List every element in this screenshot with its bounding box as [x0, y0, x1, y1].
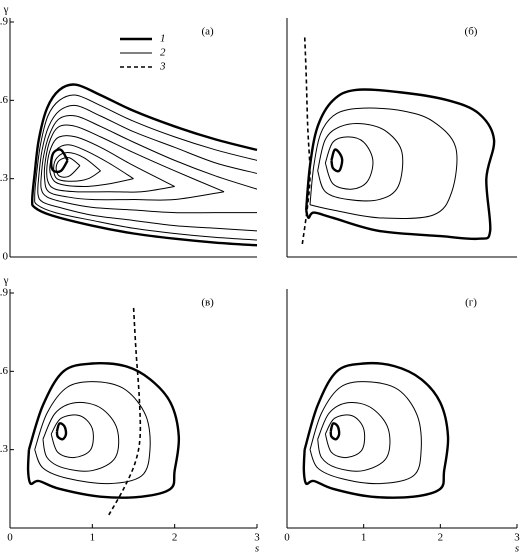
panel-label: (а) [201, 26, 214, 38]
contour-line [55, 157, 81, 178]
contour-line [301, 35, 311, 245]
contour-line [37, 104, 258, 232]
contour-line [43, 124, 225, 201]
contour-line [309, 107, 458, 220]
contour-line [317, 401, 391, 472]
x-tick-label: 2 [172, 532, 178, 544]
x-tick-label: 1 [361, 532, 367, 544]
contour-line [50, 414, 94, 459]
legend-label: 2 [160, 47, 166, 59]
x-tick-label: 0 [284, 532, 290, 544]
contour-line [324, 414, 366, 459]
x-axis-label: s [515, 543, 519, 554]
panel-label: (г) [465, 297, 477, 309]
contour-line [42, 401, 120, 472]
contour-line [30, 83, 258, 247]
contour-line [317, 123, 404, 202]
contour-line [324, 136, 374, 190]
y-tick-label: 0.9 [0, 16, 9, 28]
y-tick-label: 0.3 [0, 172, 9, 184]
contour-line [53, 152, 101, 182]
y-tick-label: 0.3 [0, 443, 9, 455]
y-tick-label: 0.9 [0, 287, 9, 299]
contour-line [330, 148, 344, 173]
contour-line [34, 94, 258, 241]
contour-line [40, 114, 258, 214]
contour-line [34, 381, 151, 485]
y-axis-label: γ [3, 4, 9, 16]
contour-line [302, 361, 450, 499]
x-tick-label: 3 [514, 532, 520, 544]
y-tick-label: 0 [3, 251, 9, 263]
contour-line [55, 422, 68, 441]
y-tick-label: 0.6 [0, 365, 9, 377]
x-axis-label: s [255, 543, 259, 554]
panel-label: (в) [201, 297, 214, 309]
contour-line [26, 361, 181, 499]
contour-line [304, 88, 496, 241]
y-tick-label: 0.6 [0, 94, 9, 106]
contour-line [49, 148, 69, 174]
y-axis-label: γ [3, 275, 9, 287]
contour-line [49, 144, 134, 188]
contour-line [46, 135, 175, 193]
contour-line [329, 422, 341, 441]
contour-line [309, 381, 422, 485]
contour-line [108, 306, 142, 516]
legend-label: 1 [160, 33, 166, 45]
x-tick-label: 1 [90, 532, 96, 544]
x-tick-label: 2 [438, 532, 444, 544]
x-tick-label: 0 [7, 532, 13, 544]
panel-label: (б) [465, 26, 478, 38]
legend-label: 3 [159, 61, 166, 73]
x-tick-label: 3 [254, 532, 260, 544]
